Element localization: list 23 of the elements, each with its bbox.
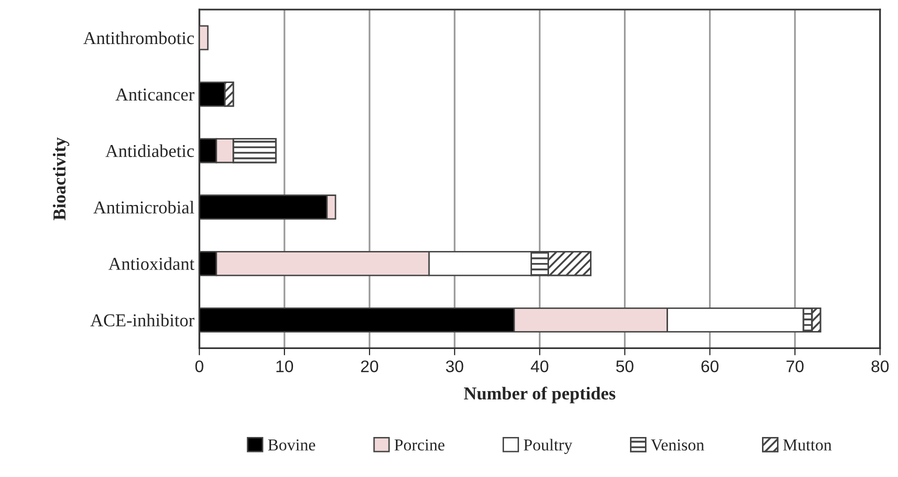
x-tick-label: 20 bbox=[361, 360, 378, 372]
x-tick-label: 40 bbox=[530, 360, 548, 372]
x-tick-label: 50 bbox=[616, 360, 634, 372]
x-tick-label: 10 bbox=[276, 360, 294, 372]
x-tick-label: 80 bbox=[871, 360, 889, 372]
y-tick-label: ACE-inhibitor bbox=[90, 314, 194, 326]
x-tick-label: 70 bbox=[786, 360, 804, 372]
x-tick-label: 30 bbox=[446, 360, 464, 372]
legend-label: Mutton bbox=[783, 439, 832, 451]
x-tick-label: 60 bbox=[701, 360, 718, 372]
legend-label: Poultry bbox=[524, 438, 572, 454]
y-tick-label: Antithrombotic bbox=[83, 32, 194, 44]
y-tick-label: Anticancer bbox=[115, 88, 194, 101]
x-axis-title: Number of peptides bbox=[464, 386, 616, 404]
legend-label: Bovine bbox=[268, 439, 316, 451]
y-tick-label: Antimicrobial bbox=[93, 200, 194, 214]
legend-label: Venison bbox=[650, 439, 704, 451]
legend-label: Porcine bbox=[394, 439, 444, 451]
y-tick-label: Antioxidant bbox=[108, 257, 194, 270]
y-axis-title: Bioactivity bbox=[52, 137, 70, 220]
y-tick-label: Antidiabetic bbox=[105, 144, 194, 158]
x-tick-label: 0 bbox=[195, 360, 204, 372]
bar bbox=[199, 25, 209, 50]
